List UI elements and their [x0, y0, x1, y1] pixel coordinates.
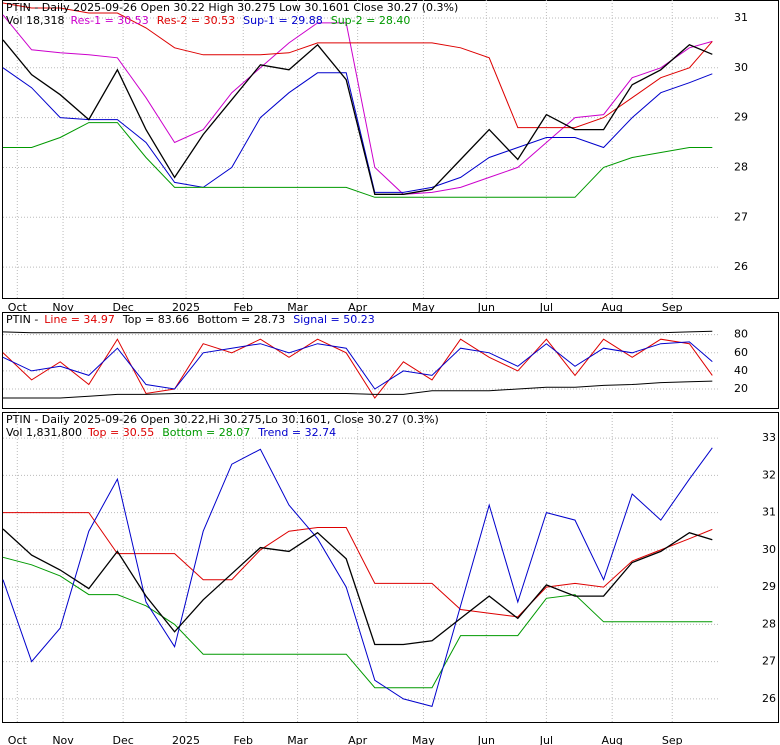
- y-tick-label: 60: [734, 346, 748, 359]
- y-tick-label: 33: [762, 431, 776, 444]
- x-tick-label: May: [412, 301, 435, 314]
- x-tick-label: Apr: [348, 301, 368, 314]
- legend-entry: Signal = 50.23: [293, 313, 375, 326]
- indicator-line: [2, 67, 713, 193]
- panel-title: PTIN - Daily 2025-09-26 Open 30.22 High …: [6, 1, 458, 14]
- x-tick-label: Apr: [348, 734, 368, 745]
- y-tick-label: 32: [762, 468, 776, 481]
- price-panel-frame: [2, 0, 779, 299]
- y-tick-label: 40: [734, 364, 748, 377]
- y-tick-label: 28: [762, 617, 776, 630]
- y-tick-label: 29: [762, 580, 776, 593]
- x-tick-label: May: [412, 734, 435, 745]
- indicator-line: [2, 341, 713, 390]
- y-tick-label: 28: [734, 160, 748, 173]
- y-tick-label: 27: [762, 655, 776, 668]
- y-tick-label: 31: [762, 506, 776, 519]
- legend-entry: Top = 83.66: [122, 313, 189, 326]
- x-tick-label: Oct: [8, 301, 28, 314]
- x-tick-label: Sep: [662, 734, 683, 745]
- x-tick-label: Aug: [601, 301, 622, 314]
- price-line: [2, 39, 713, 195]
- x-tick-label: Feb: [233, 734, 252, 745]
- x-tick-label: Aug: [601, 734, 622, 745]
- trend-panel-frame: [2, 412, 779, 723]
- x-tick-label: Jun: [477, 301, 495, 314]
- legend-entry: Sup-2 = 28.40: [331, 14, 411, 27]
- x-tick-label: Oct: [8, 734, 28, 745]
- y-tick-label: 27: [734, 210, 748, 223]
- panel-title: PTIN -: [6, 313, 38, 326]
- panel-title: PTIN - Daily 2025-09-26 Open 30.22,Hi 30…: [6, 413, 439, 426]
- legend-entry: Bottom = 28.73: [197, 313, 285, 326]
- indicator-line: [3, 512, 713, 618]
- x-tick-label: Nov: [52, 734, 74, 745]
- x-tick-label: Mar: [287, 301, 308, 314]
- y-tick-label: 26: [762, 692, 776, 705]
- indicator-line: [3, 122, 713, 198]
- indicator-line: [2, 330, 713, 334]
- legend-entry: Res-2 = 30.53: [157, 14, 235, 27]
- x-tick-label: Feb: [233, 301, 252, 314]
- legend-entry: Sup-1 = 29.88: [243, 14, 323, 27]
- x-tick-label: Nov: [52, 301, 74, 314]
- x-tick-label: Sep: [662, 301, 683, 314]
- indicator-line: [3, 380, 713, 399]
- legend-entry: Res-1 = 30.53: [70, 14, 148, 27]
- x-tick-label: 2025: [172, 734, 200, 745]
- panel-subtitle: Vol 18,318: [6, 14, 64, 27]
- legend-entry: Trend = 32.74: [257, 426, 336, 439]
- legend-entry: Bottom = 28.07: [162, 426, 250, 439]
- indicator-line: [2, 447, 713, 708]
- panel-subtitle: Vol 1,831,800: [6, 426, 82, 439]
- x-tick-label: Dec: [112, 734, 133, 745]
- indicator-line: [2, 556, 713, 689]
- x-tick-label: Dec: [112, 301, 133, 314]
- y-tick-label: 20: [734, 382, 748, 395]
- x-tick-label: Jul: [539, 734, 553, 745]
- price-line: [2, 528, 713, 646]
- y-tick-label: 30: [734, 61, 748, 74]
- indicator-line: [2, 338, 713, 399]
- y-tick-label: 31: [734, 11, 748, 24]
- y-tick-label: 30: [762, 543, 776, 556]
- x-tick-label: Jul: [539, 301, 553, 314]
- legend-entry: Top = 30.55: [87, 426, 154, 439]
- y-tick-label: 80: [734, 328, 748, 341]
- indicator-line: [2, 2, 713, 129]
- x-tick-label: 2025: [172, 301, 200, 314]
- y-tick-label: 29: [734, 111, 748, 124]
- x-tick-label: Mar: [287, 734, 308, 745]
- x-tick-label: Jun: [477, 734, 495, 745]
- indicator-line: [2, 14, 713, 195]
- y-tick-label: 26: [734, 260, 748, 273]
- legend-entry: Line = 34.97: [44, 313, 115, 326]
- oscillator-panel-frame: [2, 312, 779, 409]
